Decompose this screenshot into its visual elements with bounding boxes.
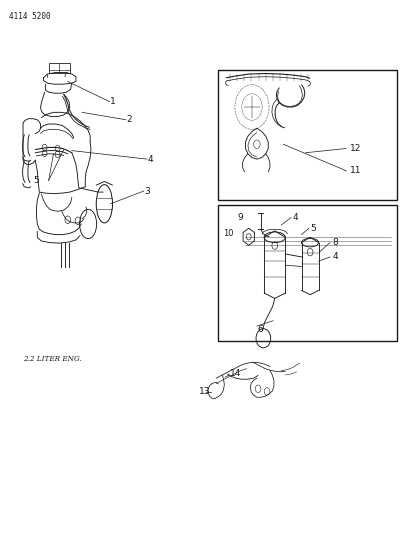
Text: 9: 9 bbox=[237, 213, 243, 222]
Text: 12: 12 bbox=[350, 144, 361, 153]
Bar bbox=[218, 70, 397, 200]
Text: 11: 11 bbox=[350, 166, 361, 175]
Text: 8: 8 bbox=[332, 238, 338, 247]
Text: 13: 13 bbox=[199, 387, 211, 397]
Bar bbox=[218, 205, 397, 341]
Text: 5: 5 bbox=[33, 176, 39, 185]
Text: 6: 6 bbox=[258, 325, 264, 334]
Text: 4: 4 bbox=[332, 253, 338, 261]
Text: 4: 4 bbox=[147, 155, 153, 164]
Text: 4114 5200: 4114 5200 bbox=[9, 12, 51, 21]
Text: 2.2 LITER ENG.: 2.2 LITER ENG. bbox=[23, 356, 82, 364]
Text: 1: 1 bbox=[110, 97, 115, 106]
Text: 10: 10 bbox=[224, 229, 234, 238]
Text: 4: 4 bbox=[293, 213, 298, 222]
Text: 14: 14 bbox=[230, 369, 242, 378]
Text: 5: 5 bbox=[310, 224, 316, 233]
Text: 3: 3 bbox=[144, 187, 150, 196]
Text: 2: 2 bbox=[126, 115, 131, 124]
